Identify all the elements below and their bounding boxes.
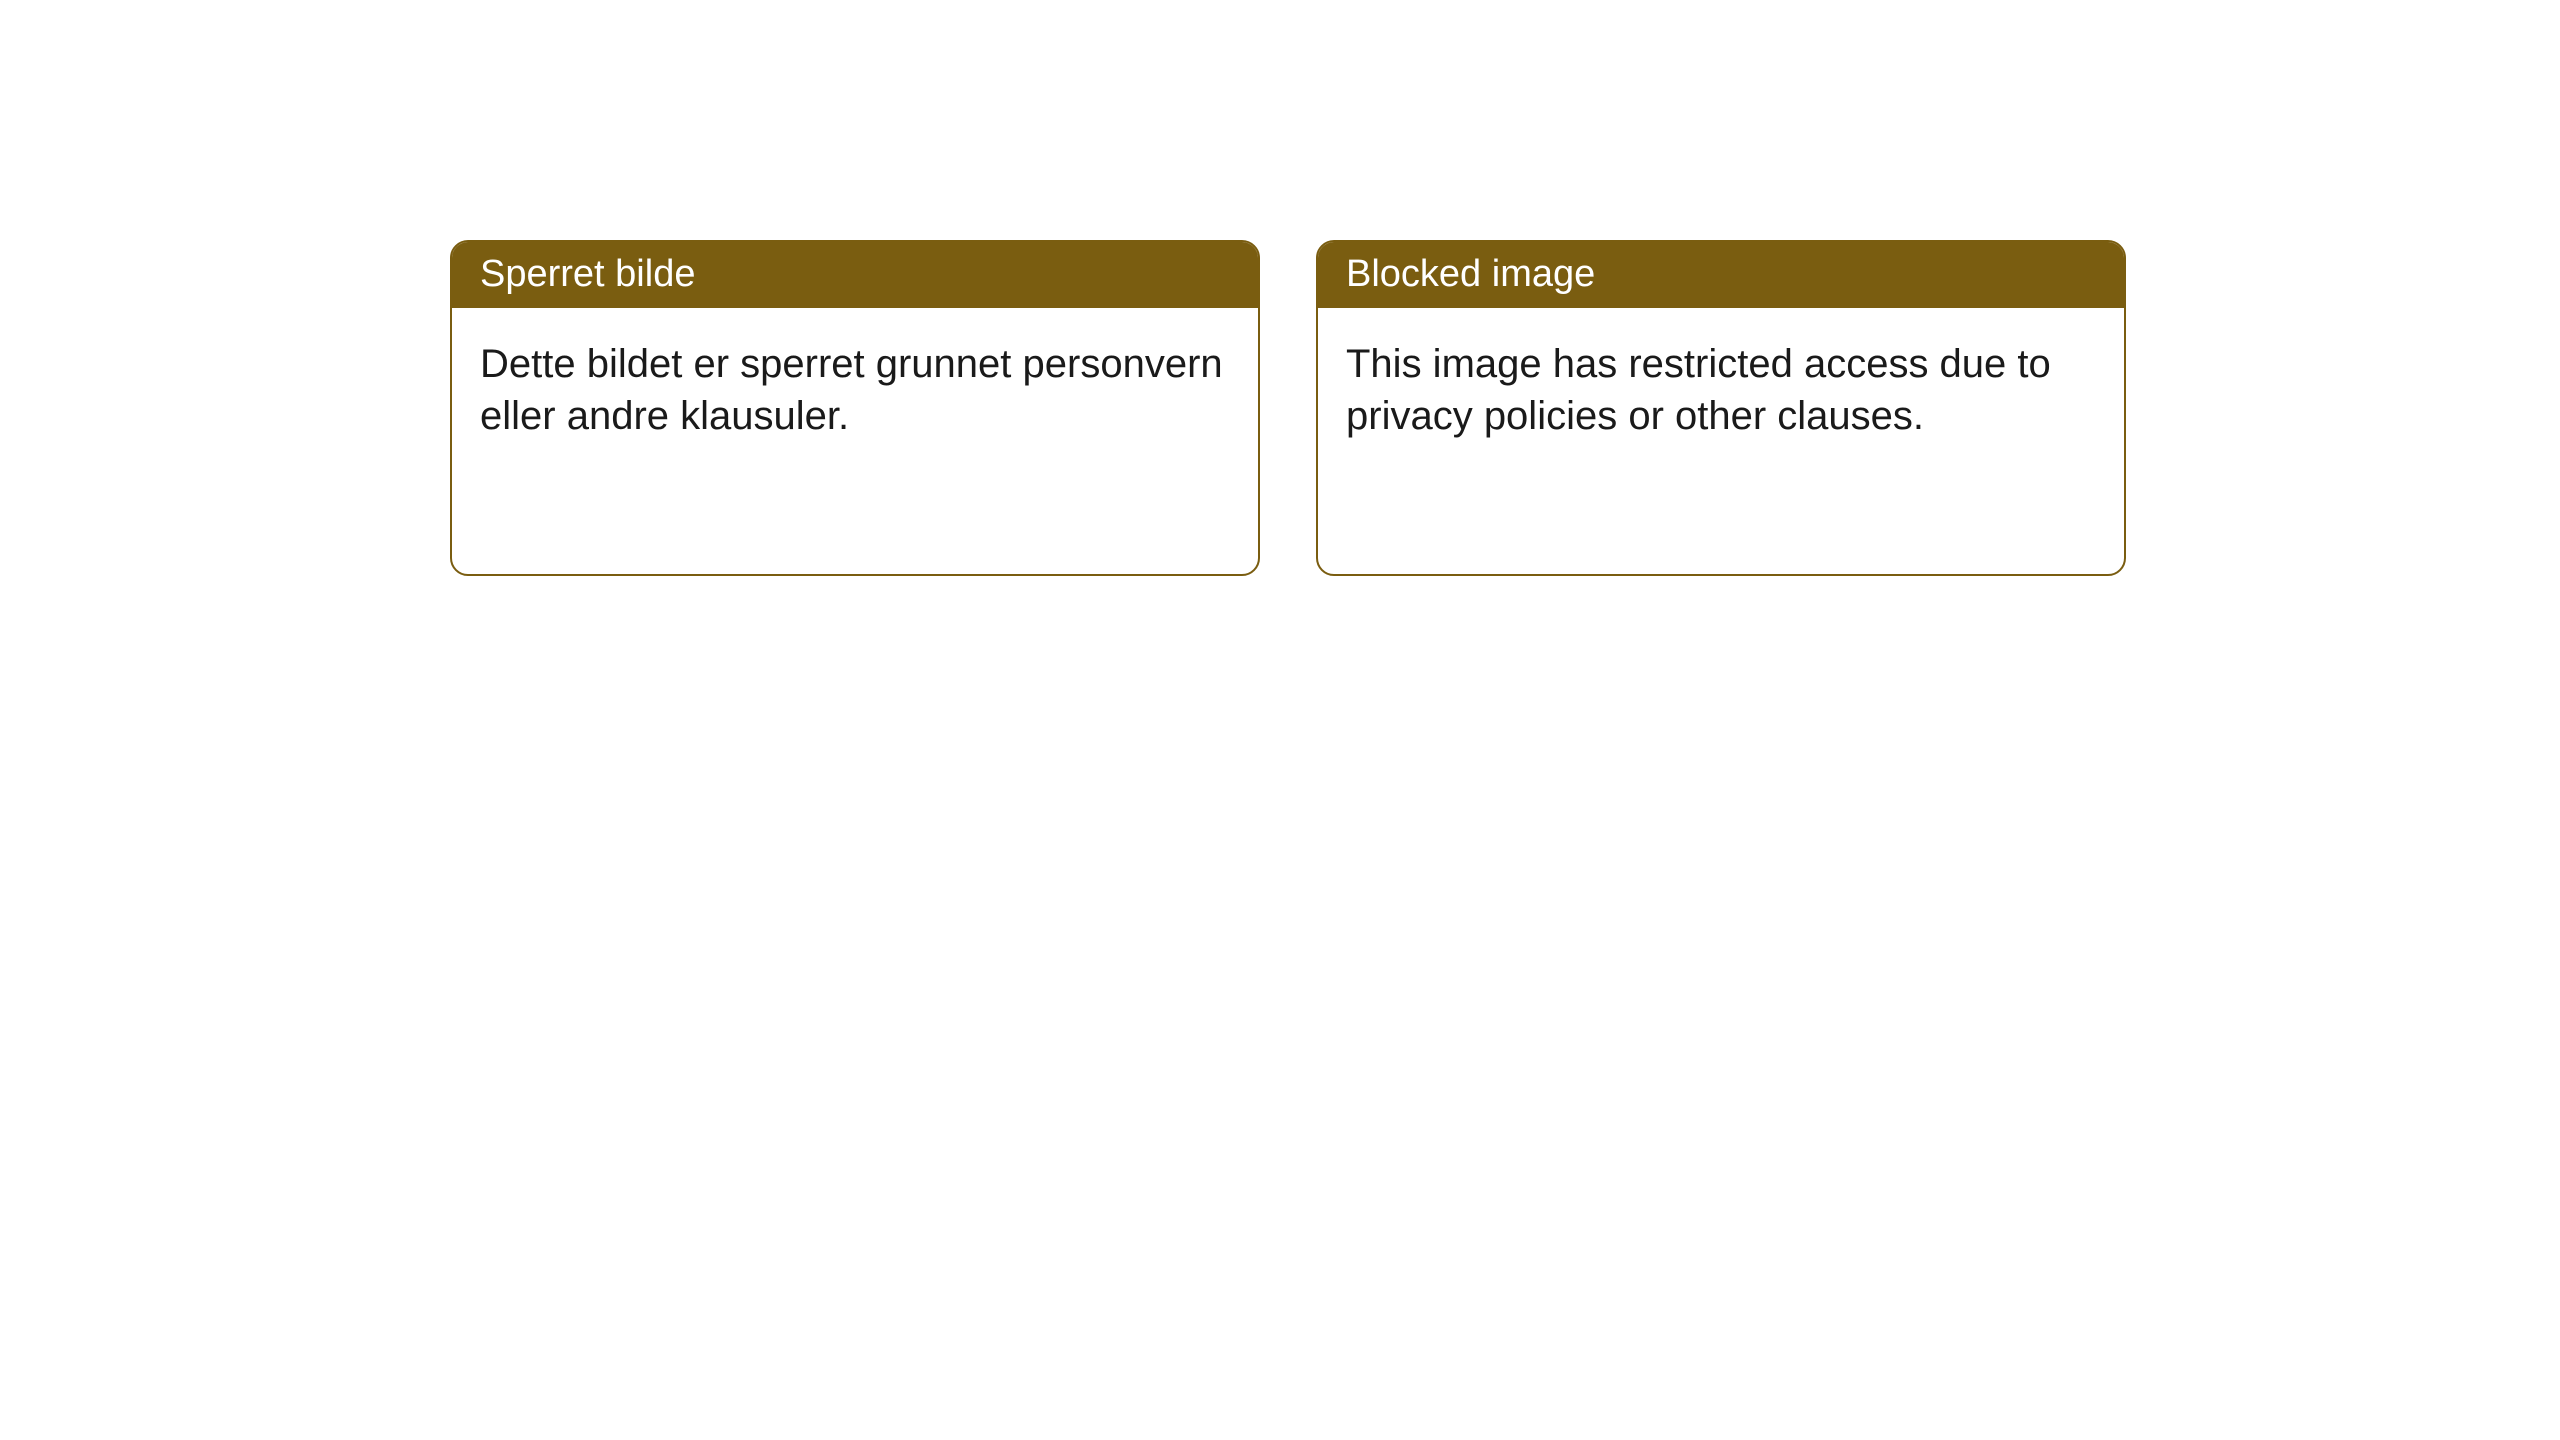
notice-card-no: Sperret bilde Dette bildet er sperret gr…	[450, 240, 1260, 576]
notice-body-en: This image has restricted access due to …	[1318, 308, 2124, 472]
notice-header-no: Sperret bilde	[452, 242, 1258, 308]
notice-container: Sperret bilde Dette bildet er sperret gr…	[0, 0, 2560, 576]
notice-title-en: Blocked image	[1346, 253, 1595, 295]
notice-text-no: Dette bildet er sperret grunnet personve…	[480, 342, 1223, 438]
notice-header-en: Blocked image	[1318, 242, 2124, 308]
notice-title-no: Sperret bilde	[480, 253, 695, 295]
notice-card-en: Blocked image This image has restricted …	[1316, 240, 2126, 576]
notice-text-en: This image has restricted access due to …	[1346, 342, 2051, 438]
notice-body-no: Dette bildet er sperret grunnet personve…	[452, 308, 1258, 472]
